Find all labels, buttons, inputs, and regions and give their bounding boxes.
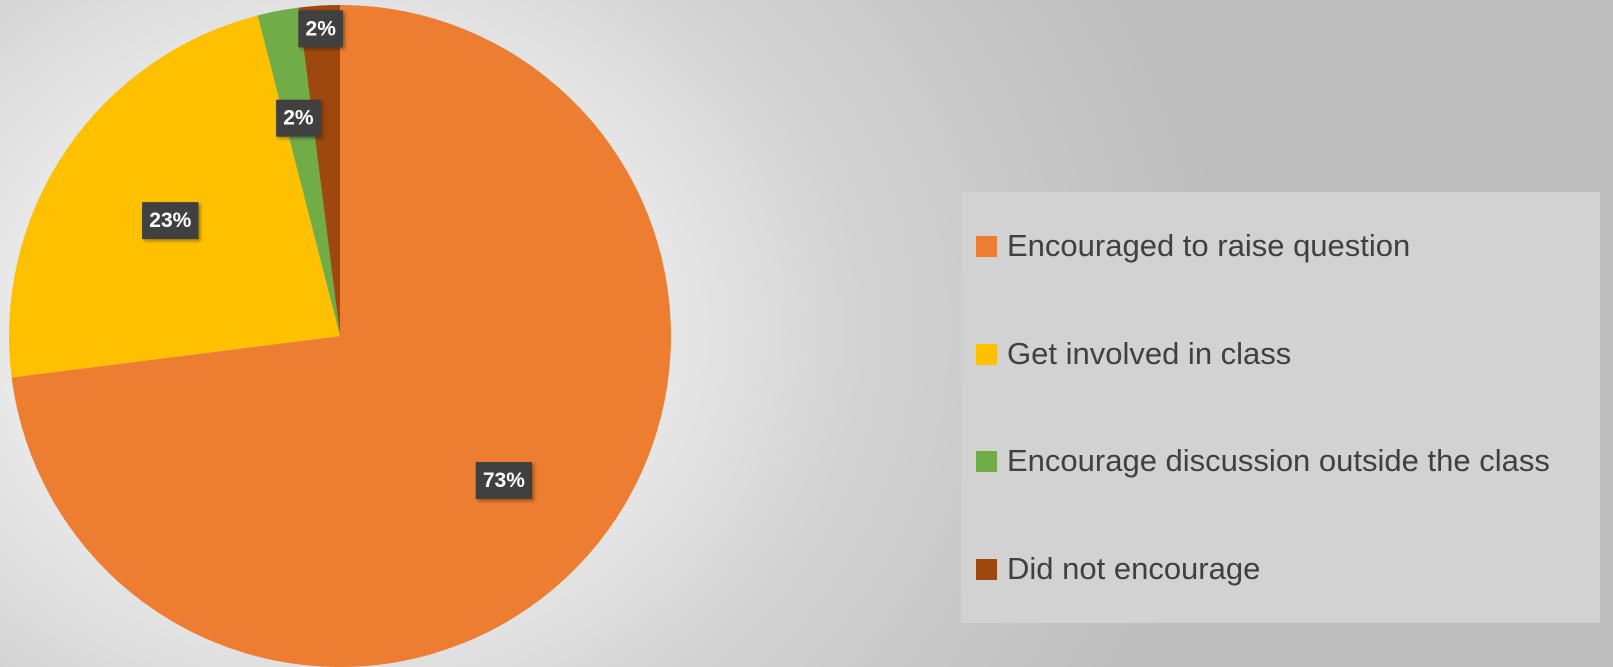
data-label-background (298, 10, 343, 48)
legend-swatch-get-involved-in-class (976, 343, 997, 365)
data-label-get-involved-in-class: 23% (142, 202, 199, 240)
data-label-encouraged-to-raise-question: 73% (475, 462, 533, 499)
legend-item-encourage-discussion-outside-the-class[interactable]: Encourage discussion outside the class (976, 443, 1550, 479)
data-label-encourage-discussion-outside-the-class: 2% (276, 99, 321, 137)
data-label-did-not-encourage: 2% (298, 10, 343, 48)
legend-label: Encourage discussion outside the class (1007, 443, 1550, 478)
data-label-text: 73% (483, 469, 525, 492)
legend-item-did-not-encourage[interactable]: Did not encourage (976, 551, 1260, 587)
legend-swatch-encourage-discussion-outside-the-class (976, 450, 997, 472)
legend-label: Encouraged to raise question (1007, 228, 1411, 263)
data-label-background (142, 202, 199, 240)
legend-label: Get involved in class (1007, 336, 1292, 371)
legend: Encouraged to raise question Get involve… (961, 192, 1600, 623)
pie-slice-get-involved-in-class[interactable] (8, 15, 341, 378)
pie-slice-encouraged-to-raise-question[interactable] (11, 5, 671, 667)
data-label-background (276, 99, 321, 137)
data-label-background (475, 462, 533, 499)
pie-slice-did-not-encourage[interactable] (298, 5, 340, 336)
legend-item-encouraged-to-raise-question[interactable]: Encouraged to raise question (976, 228, 1410, 264)
legend-swatch-did-not-encourage (976, 558, 997, 580)
pie-slice-encourage-discussion-outside-the-class[interactable] (257, 7, 340, 337)
legend-swatch-encouraged-to-raise-question (976, 235, 997, 257)
pie-slices (8, 5, 671, 667)
data-label-text: 2% (283, 107, 314, 130)
data-label-text: 23% (149, 209, 191, 232)
legend-item-get-involved-in-class[interactable]: Get involved in class (976, 336, 1291, 372)
data-label-text: 2% (306, 17, 337, 40)
legend-label: Did not encourage (1007, 551, 1261, 586)
pie-data-labels: 73% 23% 2% 2% (142, 10, 533, 499)
